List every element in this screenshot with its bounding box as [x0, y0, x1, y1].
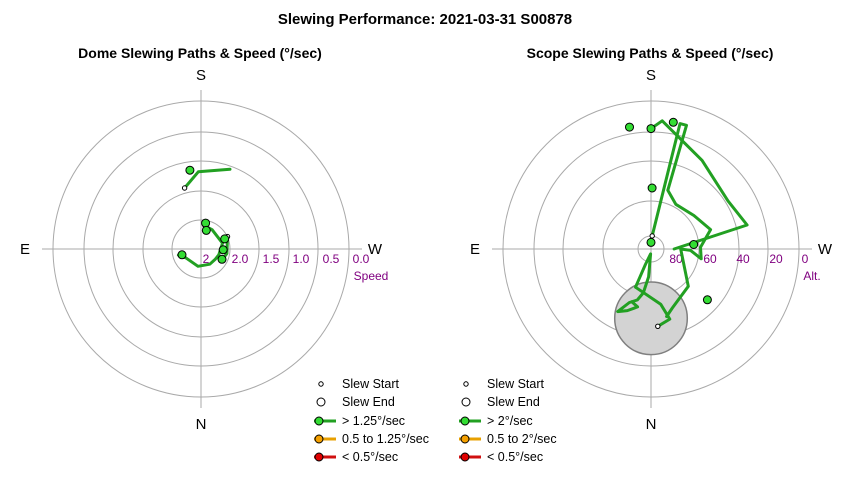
legend-fast: > 2°/sec — [459, 414, 533, 428]
dome-radial-tick: 2.0 — [232, 252, 249, 266]
dome-legend: Slew Start Slew End > 1.25°/sec 0.5 to 1… — [314, 377, 429, 464]
dome-slew-path — [176, 224, 224, 268]
dome-slew-path — [183, 167, 232, 190]
dome-radial-tick: 0.5 — [323, 252, 340, 266]
scope-panel: Scope Slewing Paths & Speed (°/sec) S N … — [459, 45, 833, 464]
slow-marker-icon — [460, 452, 470, 462]
scope-slew-path — [616, 252, 672, 328]
dome-slew-end-point — [218, 245, 228, 255]
dome-slew-paths — [176, 167, 232, 268]
dome-dir-left: E — [20, 241, 30, 258]
dome-radial-tick: 2 — [203, 252, 210, 266]
legend-label: Slew End — [487, 395, 540, 409]
scope-legend: Slew Start Slew End > 2°/sec 0.5 to 2°/s… — [459, 377, 557, 464]
scope-slew-end-point — [702, 295, 712, 305]
dome-slew-end-point — [177, 250, 187, 260]
legend-fast: > 1.25°/sec — [314, 414, 405, 428]
dome-slew-end-point — [201, 225, 211, 235]
scope-slew-end-point — [668, 117, 678, 127]
scope-chart-title: Scope Slewing Paths & Speed (°/sec) — [527, 45, 774, 61]
legend-label: Slew Start — [342, 377, 399, 391]
scope-slew-paths — [616, 119, 749, 329]
legend-medium: 0.5 to 1.25°/sec — [314, 432, 429, 446]
legend-label: < 0.5°/sec — [487, 450, 543, 464]
scope-slew-end-point — [646, 237, 656, 247]
scope-radial-tick: 20 — [769, 252, 783, 266]
scope-dir-left: E — [470, 241, 480, 258]
legend-label: Slew End — [342, 395, 395, 409]
exclusion-zone-disc — [613, 281, 689, 356]
fast-marker-icon — [460, 416, 470, 426]
fast-marker-icon — [314, 416, 324, 426]
slew-end-icon — [461, 397, 471, 407]
dome-chart-title: Dome Slewing Paths & Speed (°/sec) — [78, 45, 322, 61]
dome-radial-tick: 1.0 — [293, 252, 310, 266]
scope-slew-start-point — [649, 233, 655, 239]
dome-slew-start-point — [181, 185, 188, 191]
figure-title: Slewing Performance: 2021-03-31 S00878 — [278, 11, 572, 28]
dome-radial-tick: 0.0 — [353, 252, 370, 266]
legend-slew-start: Slew Start — [318, 377, 399, 391]
dome-slew-markers — [177, 165, 230, 264]
legend-label: Slew Start — [487, 377, 544, 391]
scope-radial-tick: 60 — [703, 252, 717, 266]
legend-slew-end: Slew End — [316, 395, 395, 409]
legend-medium: 0.5 to 2°/sec — [459, 432, 557, 446]
scope-slew-start-point — [655, 323, 661, 329]
scope-slew-end-point — [689, 240, 699, 249]
scope-dir-bottom: N — [646, 416, 657, 433]
medium-marker-icon — [314, 434, 324, 444]
legend-slew-start: Slew Start — [463, 377, 544, 391]
scope-slew-end-point — [646, 124, 656, 134]
dome-dir-bottom: N — [196, 416, 207, 433]
scope-dir-top: S — [646, 67, 656, 84]
dome-panel: Dome Slewing Paths & Speed (°/sec) S N E… — [20, 45, 429, 464]
scope-radial-tick: 0 — [802, 252, 809, 266]
scope-dir-right: W — [818, 241, 833, 258]
legend-label: < 0.5°/sec — [342, 450, 398, 464]
legend-slow: < 0.5°/sec — [459, 450, 543, 464]
legend-label: > 1.25°/sec — [342, 414, 405, 428]
scope-polar-grid — [492, 90, 812, 408]
dome-radial-tick: 1.5 — [263, 252, 280, 266]
legend-label: 0.5 to 1.25°/sec — [342, 432, 429, 446]
legend-label: 0.5 to 2°/sec — [487, 432, 557, 446]
medium-marker-icon — [460, 434, 470, 444]
dome-slew-end-point — [185, 165, 195, 175]
scope-slew-path — [649, 119, 749, 251]
slew-start-icon — [318, 381, 324, 387]
scope-slew-end-point — [625, 122, 634, 132]
slew-start-icon — [463, 381, 469, 387]
legend-slow: < 0.5°/sec — [314, 450, 398, 464]
scope-radial-tick: 80 — [669, 252, 683, 266]
dome-dir-top: S — [196, 67, 206, 84]
dome-polar-grid — [42, 90, 362, 408]
scope-radial-axis-label: Alt. — [803, 269, 820, 283]
scope-slew-markers — [625, 117, 712, 305]
slew-end-icon — [316, 397, 326, 407]
scope-exclusion-zone — [613, 281, 689, 356]
dome-radial-axis-label: Speed — [354, 269, 389, 283]
slow-marker-icon — [314, 452, 324, 462]
dome-slew-end-point — [217, 254, 227, 264]
dome-dir-right: W — [368, 241, 383, 258]
scope-radial-tick: 40 — [736, 252, 750, 266]
dome-slew-end-point — [220, 234, 230, 244]
dome-slew-end-point — [201, 218, 211, 228]
legend-label: > 2°/sec — [487, 414, 533, 428]
legend-slew-end: Slew End — [461, 395, 540, 409]
scope-slew-end-point — [647, 183, 657, 193]
